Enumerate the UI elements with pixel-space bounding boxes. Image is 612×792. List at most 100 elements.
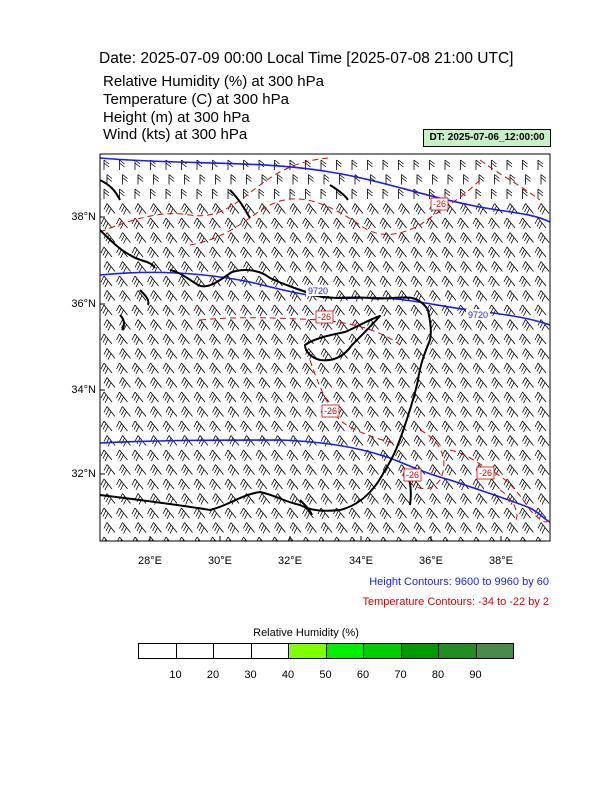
wind-barb [119,464,131,476]
wind-barb [382,464,395,476]
wind-barb [367,188,373,199]
wind-barb [240,304,252,317]
wind-barb [240,333,252,346]
wind-barb [457,391,469,404]
wind-barb [179,536,186,541]
wind-barb [336,493,348,505]
wind-barb [488,478,500,491]
wind-barb [147,362,159,375]
wind-barb [100,449,113,462]
wind-barb [441,449,454,462]
wind-barb [413,261,426,273]
wind-barb [150,188,156,199]
wind-barb [150,290,162,302]
lon-label-30: 30°E [208,555,232,567]
wind-barb [103,290,116,302]
wind-barb [348,478,361,491]
wind-barb [444,377,457,389]
wind-barb [153,174,159,185]
wind-barb [134,290,147,302]
wind-barb [503,333,516,346]
wind-barb [100,391,113,404]
wind-barb [367,348,379,360]
wind-barb [503,507,516,520]
wind-barb [193,420,206,433]
wind-barb [305,464,317,476]
wind-barb [429,232,441,244]
wind-barb [224,246,237,259]
wind-barb [224,449,237,462]
dt-badge: DT: 2025-07-06_12:00:00 [423,129,551,147]
wind-barb [150,522,162,534]
wind-barb [413,203,426,215]
wind-barb [271,362,283,375]
wind-barb [566,334,577,345]
wind-barb [224,362,237,375]
wind-barb [566,508,577,519]
wind-barb [429,261,441,273]
wind-barb [134,232,147,244]
wind-barb [441,391,454,404]
wind-barb [537,232,550,244]
wind-barb [165,203,178,215]
wind-barb [444,348,457,360]
wind-barb [460,319,472,331]
wind-barb [538,552,549,563]
wind-barb [320,232,333,244]
wind-barb [444,261,457,273]
wind-barb [302,391,314,404]
wind-barb [308,174,314,185]
wind-barb [320,493,333,505]
wind-barb [274,377,286,389]
wind-barb [212,493,224,505]
wind-barb [348,275,361,288]
wind-barb [379,246,392,259]
wind-barb [131,478,144,491]
wind-barb [178,449,190,462]
wind-barb [522,348,534,360]
wind-barb [286,449,299,462]
wind-barb [100,507,113,520]
wind-barb [379,333,392,346]
wind-barb [475,377,488,389]
wind-barb [460,159,466,170]
wind-barb [429,493,441,505]
wind-barb [398,159,404,170]
wind-barb [305,435,317,447]
wind-barb [472,333,485,346]
wind-barb [162,217,175,230]
wind-barb [100,478,113,491]
wind-barb [134,319,147,331]
wind-barb [569,552,580,563]
wind-barb [193,391,206,404]
colorbar-swatch [138,643,177,659]
wind-barb [165,377,178,389]
param-rh: Relative Humidity (%) at 300 hPa [103,73,324,90]
map-title: Date: 2025-07-09 00:00 Local Time [2025-… [99,50,514,67]
wind-barb [241,536,248,541]
wind-barb [224,275,237,288]
wind-barb [475,348,488,360]
wind-barb [320,203,333,215]
wind-barb [165,522,178,534]
wind-barb [395,304,407,317]
wind-barb [491,406,503,418]
wind-barb [413,406,426,418]
wind-barb [382,377,395,389]
wind-barb [240,420,252,433]
wind-barb [196,406,209,418]
wind-barb [258,522,271,534]
wind-barb [457,362,469,375]
wind-barb [432,174,438,185]
wind-barb [475,493,488,505]
lat-label-36: 36°N [71,298,96,310]
colorbar-swatch [363,643,402,659]
wind-barb [537,188,544,199]
wind-barb [413,348,426,360]
wind-barb [193,478,206,491]
colorbar-swatch [288,643,327,659]
wind-barb [165,232,178,244]
wind-barb [104,552,115,563]
wind-barb [333,275,345,288]
lon-label-36: 36°E [419,555,443,567]
